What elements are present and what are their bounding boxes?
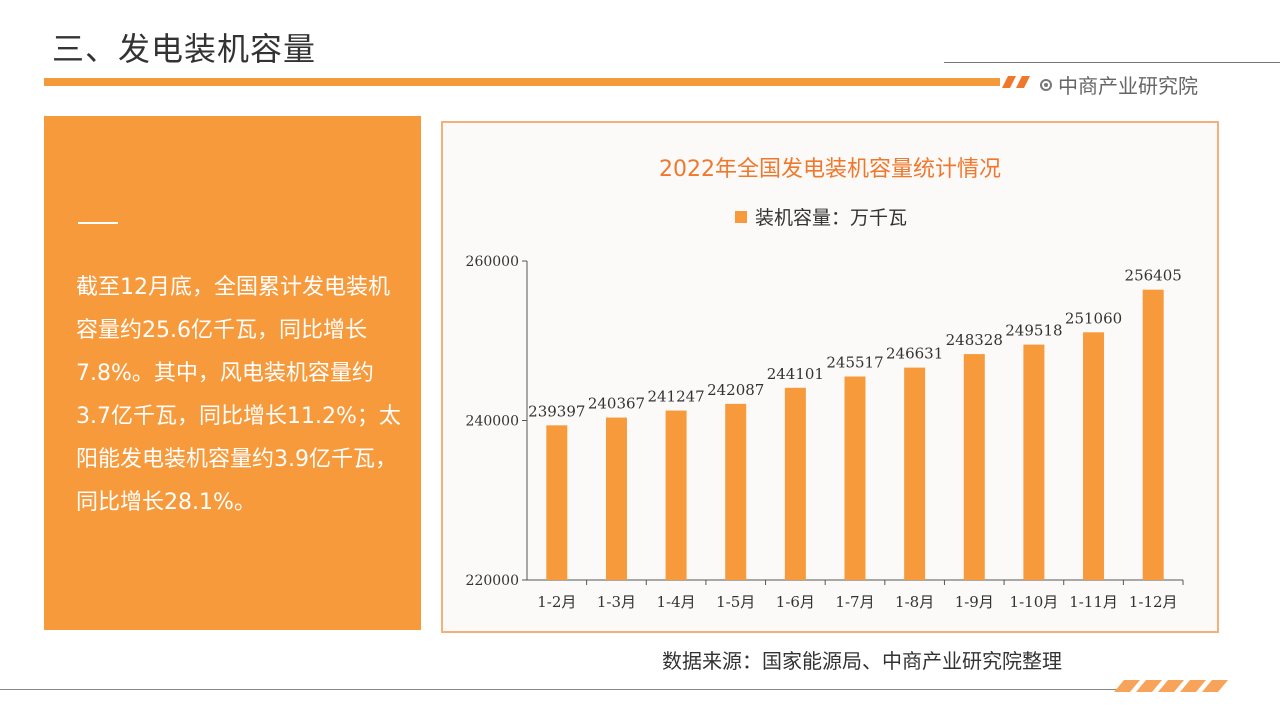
x-tick-label: 1-8月 xyxy=(895,593,934,611)
bar xyxy=(1083,332,1105,580)
legend-label: 装机容量：万千瓦 xyxy=(755,207,908,229)
footer-slash-decoration xyxy=(1114,680,1228,692)
data-source: 数据来源：国家能源局、中商产业研究院整理 xyxy=(662,649,1062,673)
x-tick-label: 1-4月 xyxy=(657,593,696,611)
data-label: 239397 xyxy=(528,402,585,420)
x-tick-label: 1-7月 xyxy=(835,593,874,611)
x-tick-label: 1-10月 xyxy=(1010,593,1059,611)
bar xyxy=(1142,289,1164,580)
brand: 中商产业研究院 xyxy=(1040,70,1198,99)
x-tick-label: 1-11月 xyxy=(1069,593,1118,611)
x-tick-label: 1-6月 xyxy=(776,593,815,611)
data-label: 241247 xyxy=(647,388,704,406)
bar xyxy=(963,354,985,580)
y-tick-label: 240000 xyxy=(466,414,519,430)
chart-legend: 装机容量：万千瓦 xyxy=(735,203,907,230)
chart-title: 2022年全国发电装机容量统计情况 xyxy=(659,157,1001,182)
brand-logo-icon xyxy=(1040,78,1052,91)
data-label: 242087 xyxy=(707,381,764,399)
x-tick-label: 1-5月 xyxy=(716,593,755,611)
summary-divider xyxy=(78,222,118,224)
summary-text: 截至12月底，全国累计发电装机容量约25.6亿千瓦，同比增长7.8%。其中，风电… xyxy=(76,275,401,515)
bar xyxy=(1023,344,1045,580)
bar xyxy=(725,403,747,580)
chart-container: 2022年全国发电装机容量统计情况 装机容量：万千瓦 220000 240000 2… xyxy=(441,121,1219,633)
header-thin-line xyxy=(944,62,1280,63)
y-tick-label: 220000 xyxy=(466,573,519,589)
bar xyxy=(665,410,687,580)
page-title: 三、发电装机容量 xyxy=(52,30,317,68)
x-tick-label: 1-12月 xyxy=(1129,593,1178,611)
data-label: 251060 xyxy=(1065,309,1122,327)
data-label: 249518 xyxy=(1005,322,1062,340)
data-label: 240367 xyxy=(588,395,645,413)
header-slash-decoration xyxy=(1002,76,1030,88)
y-tick-label: 260000 xyxy=(466,254,519,270)
bar xyxy=(546,425,568,580)
legend-swatch xyxy=(735,210,747,223)
data-label: 245517 xyxy=(826,354,883,372)
bar-chart: 220000 240000 260000 239397 1-2月 240367 1-3月 24… xyxy=(466,254,1184,611)
summary-panel: 截至12月底，全国累计发电装机容量约25.6亿千瓦，同比增长7.8%。其中，风电… xyxy=(44,116,421,630)
brand-name: 中商产业研究院 xyxy=(1058,74,1198,98)
bar xyxy=(904,367,926,580)
header-accent-bar xyxy=(44,78,1000,86)
x-tick-label: 1-3月 xyxy=(597,593,636,611)
data-label: 248328 xyxy=(946,331,1003,349)
data-label: 246631 xyxy=(886,345,943,363)
bar xyxy=(605,417,627,580)
data-label: 244101 xyxy=(767,365,824,383)
data-label: 256405 xyxy=(1125,267,1182,285)
footer-line xyxy=(0,689,1120,690)
bar xyxy=(844,376,866,580)
x-tick-label: 1-2月 xyxy=(537,593,576,611)
x-tick-label: 1-9月 xyxy=(955,593,994,611)
bar xyxy=(784,387,806,580)
